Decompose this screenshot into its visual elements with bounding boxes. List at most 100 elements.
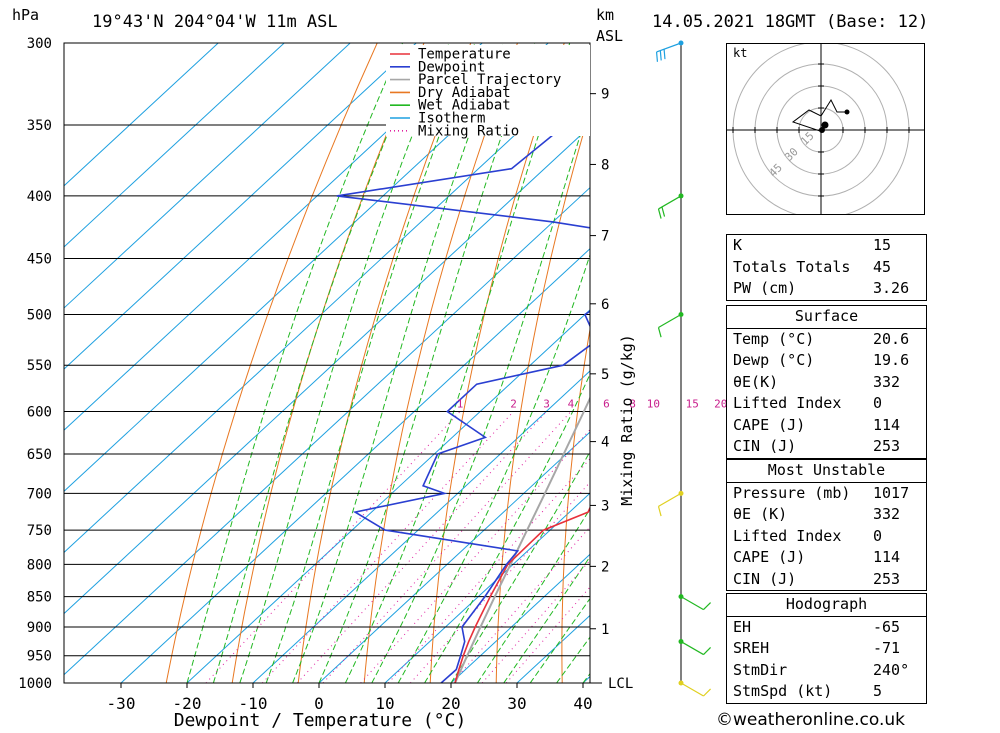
- wind-barb-staff: [680, 596, 704, 611]
- most-unstable-row: CIN (J) 253: [727, 569, 926, 591]
- surface-row-label: CIN (J): [733, 437, 797, 455]
- isotherm-line: [64, 43, 483, 431]
- surface-row: CIN (J) 253: [727, 436, 926, 458]
- pressure-tick-label: 900: [27, 620, 52, 636]
- wet-adiabat-line: [292, 43, 504, 683]
- surface-row-value: 0: [873, 394, 883, 412]
- most-unstable-row: Pressure (mb) 1017: [727, 483, 926, 505]
- pressure-tick-label: 450: [27, 252, 52, 268]
- hodograph-row-label: SREH: [733, 639, 770, 657]
- wind-barb-flag: [657, 327, 662, 338]
- surface-row-label: Temp (°C): [733, 329, 815, 348]
- wind-barb-flag: [655, 51, 659, 62]
- asl-unit-label: ASL: [596, 27, 624, 45]
- hodograph-row-label: StmSpd (kt): [733, 682, 833, 700]
- legend-label: Isotherm: [418, 111, 485, 127]
- pressure-tick-label: 850: [27, 590, 52, 606]
- index-row-value: 15: [873, 236, 892, 254]
- index-row-label: PW (cm): [733, 279, 797, 297]
- pressure-tick-label: 600: [27, 404, 52, 420]
- hodograph-row-value: 5: [873, 682, 883, 700]
- km-tick-label: 7: [601, 229, 609, 245]
- most-unstable-row-value: 1017: [873, 483, 910, 502]
- isotherm-line: [64, 43, 351, 309]
- mixing-ratio-line: [360, 428, 590, 683]
- wind-barb-staff: [658, 492, 682, 507]
- legend-label: Dewpoint: [418, 59, 485, 75]
- isotherm-line: [64, 186, 590, 676]
- wet-adiabat-line: [265, 43, 476, 683]
- hodograph-row: StmDir 240°: [727, 660, 926, 682]
- datetime-title: 14.05.2021 18GMT (Base: 12): [652, 12, 929, 32]
- most-unstable-row: Lifted Index 0: [727, 526, 926, 548]
- km-tick-label: 4: [601, 435, 609, 451]
- hodograph-trace: [791, 98, 847, 133]
- mixing-ratio-line: [322, 411, 572, 683]
- isotherm-line: [450, 553, 590, 683]
- wet-adiabat-line: [371, 102, 590, 683]
- isotherm-line: [64, 64, 590, 554]
- dewpoint-curve: [336, 113, 590, 683]
- index-row: K 15: [727, 235, 926, 257]
- indices-table: K 15 Totals Totals 45 PW (cm) 3.26: [726, 234, 927, 301]
- mixing-ratio-label: 10: [647, 397, 660, 410]
- surface-row: CAPE (J) 114: [727, 415, 926, 437]
- storm-motion-marker: [821, 121, 829, 129]
- wet-adiabat-line: [186, 43, 403, 683]
- wind-barb-staff: [658, 195, 682, 210]
- temperature-tick-label: -20: [173, 694, 202, 713]
- surface-table: Surface Temp (°C) 20.6 Dewp (°C) 19.6 θE(K) 3…: [726, 305, 927, 459]
- mixing-ratio-line: [451, 526, 590, 683]
- most-unstable-row-value: 253: [873, 569, 901, 588]
- pressure-tick-label: 800: [27, 557, 52, 573]
- surface-row-value: 20.6: [873, 329, 910, 348]
- most-unstable-row-label: θE (K): [733, 505, 788, 523]
- index-row: Totals Totals 45: [727, 257, 926, 279]
- dry-adiabat-line: [626, 43, 705, 683]
- legend-label: Temperature: [418, 47, 511, 63]
- temperature-tick-label: 10: [375, 694, 394, 713]
- temperature-tick-label: 0: [314, 694, 324, 713]
- index-row: PW (cm) 3.26: [727, 278, 926, 300]
- lcl-label: LCL: [608, 676, 633, 692]
- pressure-tick-label: 350: [27, 118, 52, 134]
- surface-row-value: 19.6: [873, 351, 910, 369]
- mixing-ratio-label: 20: [714, 397, 727, 410]
- surface-row: Temp (°C) 20.6: [727, 329, 926, 351]
- mixing-ratio-label: 4: [568, 397, 575, 410]
- mixing-ratio-axis-label: Mixing Ratio (g/kg): [618, 334, 636, 506]
- wind-barb-flag: [703, 647, 712, 655]
- wind-barbs: [655, 40, 712, 697]
- km-tick-label: 9: [601, 87, 609, 103]
- isotherm-line: [64, 125, 590, 615]
- temperature-tick-label: 30: [507, 694, 526, 713]
- km-tick-labels: 1 2 3 4 5 6 7 8 9 LCL: [590, 87, 633, 692]
- temperature-tick-label: -30: [107, 694, 136, 713]
- mixing-ratio-label: 1: [457, 397, 464, 410]
- hodograph-unit-label: kt: [733, 46, 748, 60]
- hodograph-row-label: StmDir: [733, 660, 788, 679]
- pressure-tick-label: 950: [27, 649, 52, 665]
- km-unit-label: km: [596, 6, 615, 24]
- wind-barb-flag: [703, 602, 712, 611]
- hodograph-row-value: -71: [873, 639, 901, 657]
- hodograph-surface-point: [819, 127, 825, 133]
- parcel-trajectory-curve: [454, 396, 590, 683]
- isotherm-line: [384, 492, 590, 683]
- legend-label: Dry Adiabat: [418, 85, 511, 101]
- most-unstable-row-value: 332: [873, 505, 901, 523]
- hodograph-row-value: -65: [873, 617, 901, 636]
- wind-barb-flag: [659, 50, 662, 61]
- surface-row-label: Lifted Index: [733, 394, 842, 412]
- mixing-ratio-label: 2: [510, 397, 517, 410]
- isotherm-line: [252, 370, 590, 683]
- wet-adiabat-line: [212, 43, 426, 683]
- mixing-ratio-line: [296, 411, 547, 683]
- surface-title: Surface: [727, 306, 926, 329]
- isotherm-line: [64, 43, 285, 248]
- most-unstable-row-label: CIN (J): [733, 569, 797, 588]
- dry-adiabat-line: [165, 43, 378, 683]
- dry-adiabat-line: [971, 43, 1000, 683]
